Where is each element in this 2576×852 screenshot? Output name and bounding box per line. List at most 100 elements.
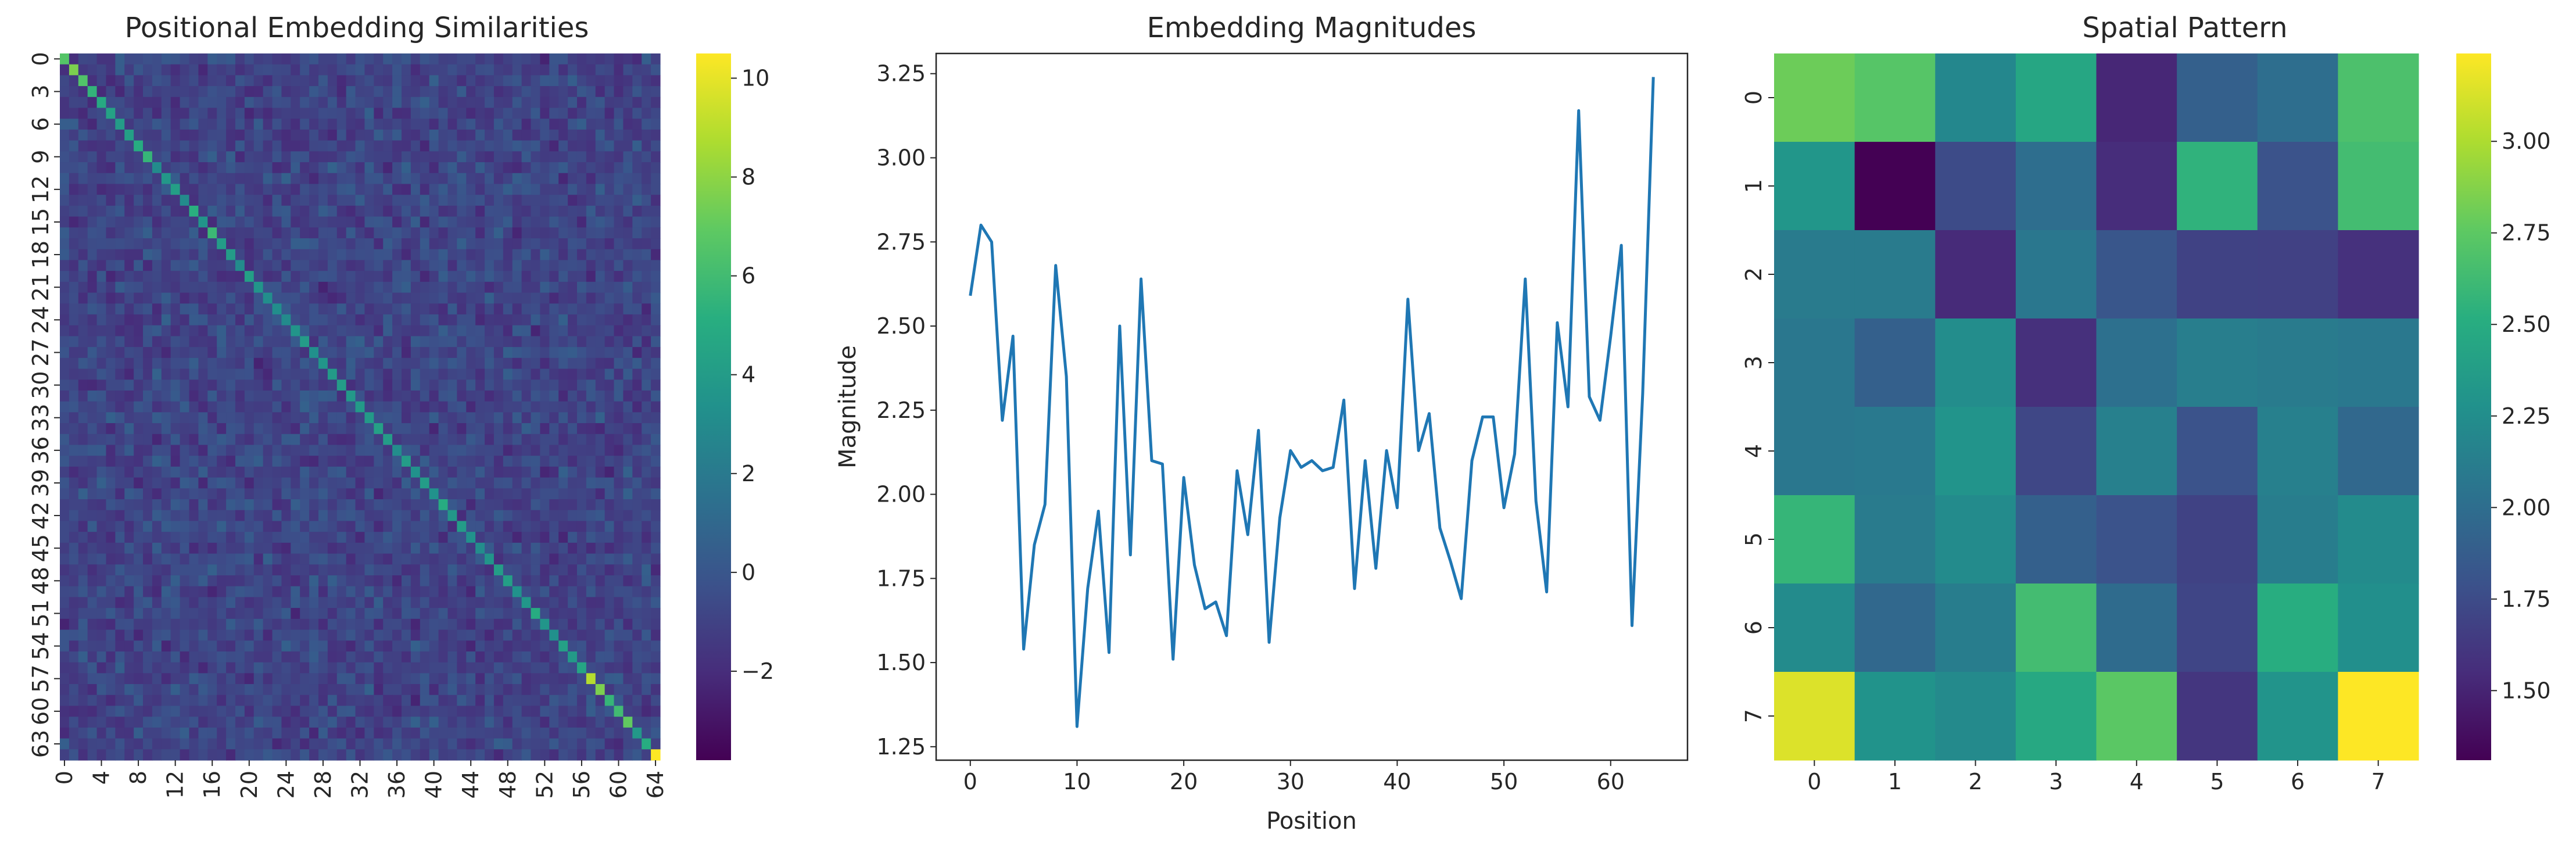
similarity-cell [558,238,568,250]
similarity-cell [493,140,504,152]
spatial-y-tick-label: 3 [1741,356,1767,370]
similarity-cell [198,575,208,587]
similarity-cell [69,336,79,348]
similarity-cell [244,281,255,293]
similarity-cell [402,466,411,478]
similarity-cell [87,368,98,380]
similarity-cell [531,64,540,76]
similarity-cell [420,618,430,631]
similarity-cell [124,53,134,65]
similarity-cell [447,75,457,87]
similarity-cell [87,532,98,543]
similarity-cell [253,325,264,336]
similarity-cell [124,488,134,500]
similarity-cell [318,499,328,511]
similarity-y-tick-label: 42 [28,502,53,529]
similarity-cell [651,434,661,446]
similarity-cell [568,325,578,336]
similarity-cell [503,64,513,76]
similarity-cell [420,477,430,489]
similarity-cell [595,749,606,761]
similarity-cell [374,445,384,456]
similarity-cell [447,717,457,728]
similarity-cell [235,749,245,761]
similarity-cell [392,108,402,119]
similarity-cell [642,119,651,130]
similarity-cell [309,423,319,435]
similarity-cell [651,749,661,761]
similarity-cell [374,75,384,87]
similarity-cell [143,303,153,315]
similarity-cell [291,368,300,380]
similarity-cell [364,173,374,185]
spatial-cell [1935,318,2016,407]
similarity-cell [475,205,485,217]
similarity-cell [540,96,550,109]
similarity-cell [226,260,236,271]
similarity-cell [152,129,162,141]
similarity-cell [466,64,476,76]
similarity-cell [531,412,540,424]
similarity-cell [300,466,310,478]
similarity-cell [300,510,310,522]
similarity-cell [106,303,116,315]
similarity-cell [485,216,495,228]
similarity-cell [429,553,439,565]
similarity-cell [217,75,227,87]
similarity-cell [309,368,319,380]
similarity-cell [207,184,217,195]
similarity-cell [374,336,384,348]
similarity-cell [244,151,255,163]
similarity-cell [540,542,550,554]
similarity-cell [410,727,421,739]
similarity-cell [115,390,125,402]
similarity-cell [485,684,495,696]
similarity-cell [595,75,606,87]
similarity-cell [336,281,347,293]
similarity-cell [327,499,338,511]
similarity-cell [207,140,217,152]
similarity-cell [106,75,116,87]
similarity-cell [60,499,70,511]
similarity-cell [475,347,485,359]
similarity-cell [78,271,88,282]
similarity-cell [69,390,79,402]
similarity-cell [392,488,402,500]
similarity-cell [410,325,421,336]
similarity-cell [87,227,98,239]
similarity-cell [253,380,264,391]
similarity-cell [503,216,513,228]
spatial-x-tick-label: 6 [2291,769,2305,794]
similarity-cell [410,314,421,326]
similarity-cell [152,53,162,65]
similarity-cell [549,390,559,402]
similarity-cell [69,727,79,739]
similarity-cell [60,695,70,707]
similarity-cell [134,662,144,674]
similarity-cell [503,695,513,707]
similarity-cell [429,640,439,652]
similarity-cell [521,412,532,424]
similarity-cell [217,564,227,576]
similarity-cell [503,684,513,696]
spatial-cell [1935,142,2016,231]
similarity-cell [143,401,153,413]
similarity-cell [623,706,633,717]
similarity-cell [457,75,467,87]
similarity-cell [420,717,430,728]
similarity-cell [493,108,504,119]
similarity-cell [235,292,245,304]
similarity-cell [78,662,88,674]
similarity-cell [383,521,393,532]
similarity-cell [521,499,532,511]
similarity-cell [115,477,125,489]
similarity-cell [503,96,513,109]
similarity-cell [263,249,273,261]
similarity-cell [346,325,356,336]
similarity-cell [420,651,430,663]
similarity-cell [272,651,282,663]
similarity-cell [447,325,457,336]
similarity-cell [170,119,181,130]
similarity-cell [161,292,171,304]
similarity-cell [291,651,300,663]
